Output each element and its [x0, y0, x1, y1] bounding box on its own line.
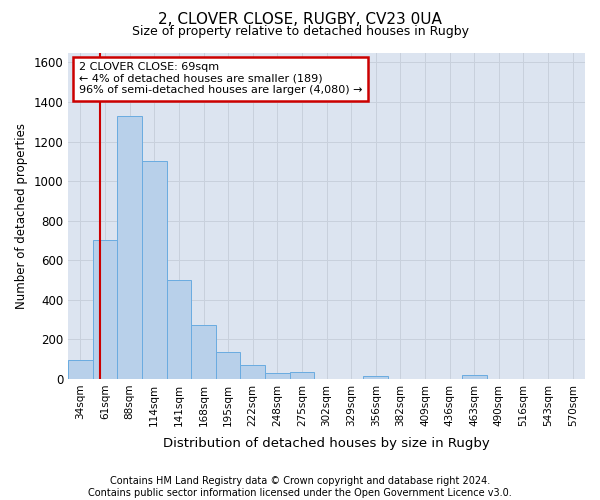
Bar	[462, 375, 487, 379]
Y-axis label: Number of detached properties: Number of detached properties	[15, 122, 28, 308]
Bar	[241, 365, 265, 379]
Bar	[93, 240, 118, 379]
Bar	[167, 280, 191, 379]
Text: 2, CLOVER CLOSE, RUGBY, CV23 0UA: 2, CLOVER CLOSE, RUGBY, CV23 0UA	[158, 12, 442, 28]
Bar	[142, 162, 167, 379]
Bar	[290, 372, 314, 379]
Bar	[364, 376, 388, 379]
Bar	[118, 116, 142, 379]
Text: 2 CLOVER CLOSE: 69sqm
← 4% of detached houses are smaller (189)
96% of semi-deta: 2 CLOVER CLOSE: 69sqm ← 4% of detached h…	[79, 62, 362, 96]
X-axis label: Distribution of detached houses by size in Rugby: Distribution of detached houses by size …	[163, 437, 490, 450]
Bar	[191, 324, 216, 379]
Bar	[68, 360, 93, 379]
Bar	[265, 372, 290, 379]
Text: Contains HM Land Registry data © Crown copyright and database right 2024.
Contai: Contains HM Land Registry data © Crown c…	[88, 476, 512, 498]
Text: Size of property relative to detached houses in Rugby: Size of property relative to detached ho…	[131, 25, 469, 38]
Bar	[216, 352, 241, 379]
